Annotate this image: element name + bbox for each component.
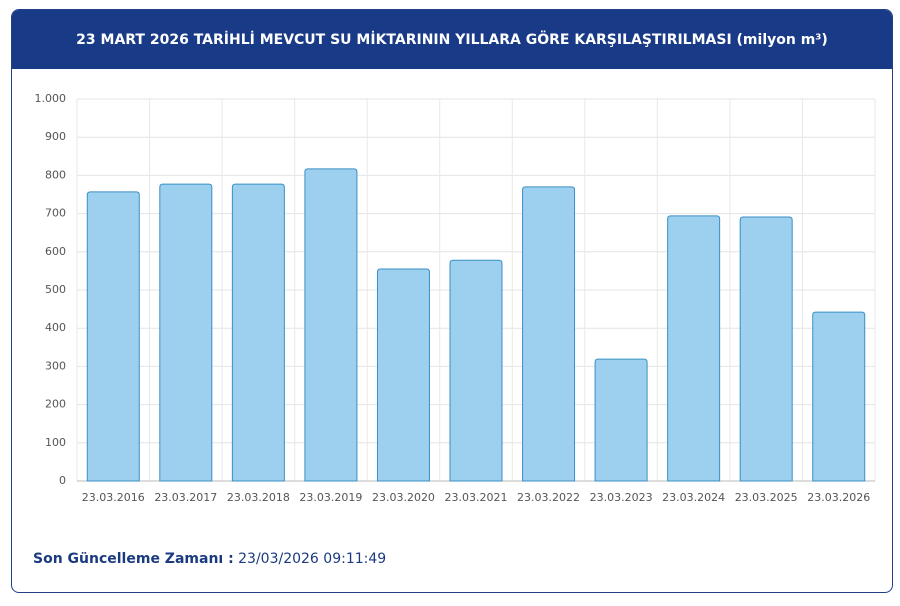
x-tick-label: 23.03.2017 — [154, 491, 217, 504]
y-tick-label: 300 — [45, 359, 66, 372]
y-tick-label: 500 — [45, 283, 66, 296]
card: 23 MART 2026 TARİHLİ MEVCUT SU MİKTARINI… — [11, 9, 893, 593]
bar — [667, 215, 721, 482]
x-tick-label: 23.03.2016 — [82, 491, 145, 504]
x-tick-label: 23.03.2018 — [227, 491, 290, 504]
x-tick-label: 23.03.2023 — [590, 491, 653, 504]
bar — [304, 168, 358, 482]
x-tick-label: 23.03.2019 — [299, 491, 362, 504]
x-tick-label: 23.03.2025 — [735, 491, 798, 504]
bar — [376, 268, 430, 482]
y-tick-label: 400 — [45, 321, 66, 334]
y-tick-label: 0 — [59, 474, 66, 487]
bar — [159, 183, 213, 482]
update-label: Son Güncelleme Zamanı : — [33, 551, 234, 567]
x-tick-label: 23.03.2021 — [445, 491, 508, 504]
x-tick-label: 23.03.2024 — [662, 491, 725, 504]
y-tick-label: 900 — [45, 130, 66, 143]
y-tick-label: 100 — [45, 436, 66, 449]
y-tick-label: 200 — [45, 398, 66, 411]
x-tick-label: 23.03.2026 — [807, 491, 870, 504]
bar — [812, 311, 866, 482]
bar — [594, 358, 648, 482]
chart-title: 23 MART 2026 TARİHLİ MEVCUT SU MİKTARINI… — [12, 10, 892, 69]
y-tick-label: 1.000 — [35, 92, 67, 105]
bar — [86, 191, 140, 482]
bar — [522, 186, 576, 482]
update-value: 23/03/2026 09:11:49 — [238, 551, 387, 567]
y-tick-label: 800 — [45, 168, 66, 181]
x-tick-label: 23.03.2022 — [517, 491, 580, 504]
x-tick-label: 23.03.2020 — [372, 491, 435, 504]
update-info: Son Güncelleme Zamanı : 23/03/2026 09:11… — [33, 551, 386, 567]
y-tick-label: 700 — [45, 207, 66, 220]
y-tick-label: 600 — [45, 245, 66, 258]
bar — [449, 259, 503, 482]
bar — [231, 183, 285, 482]
bar — [739, 216, 793, 482]
